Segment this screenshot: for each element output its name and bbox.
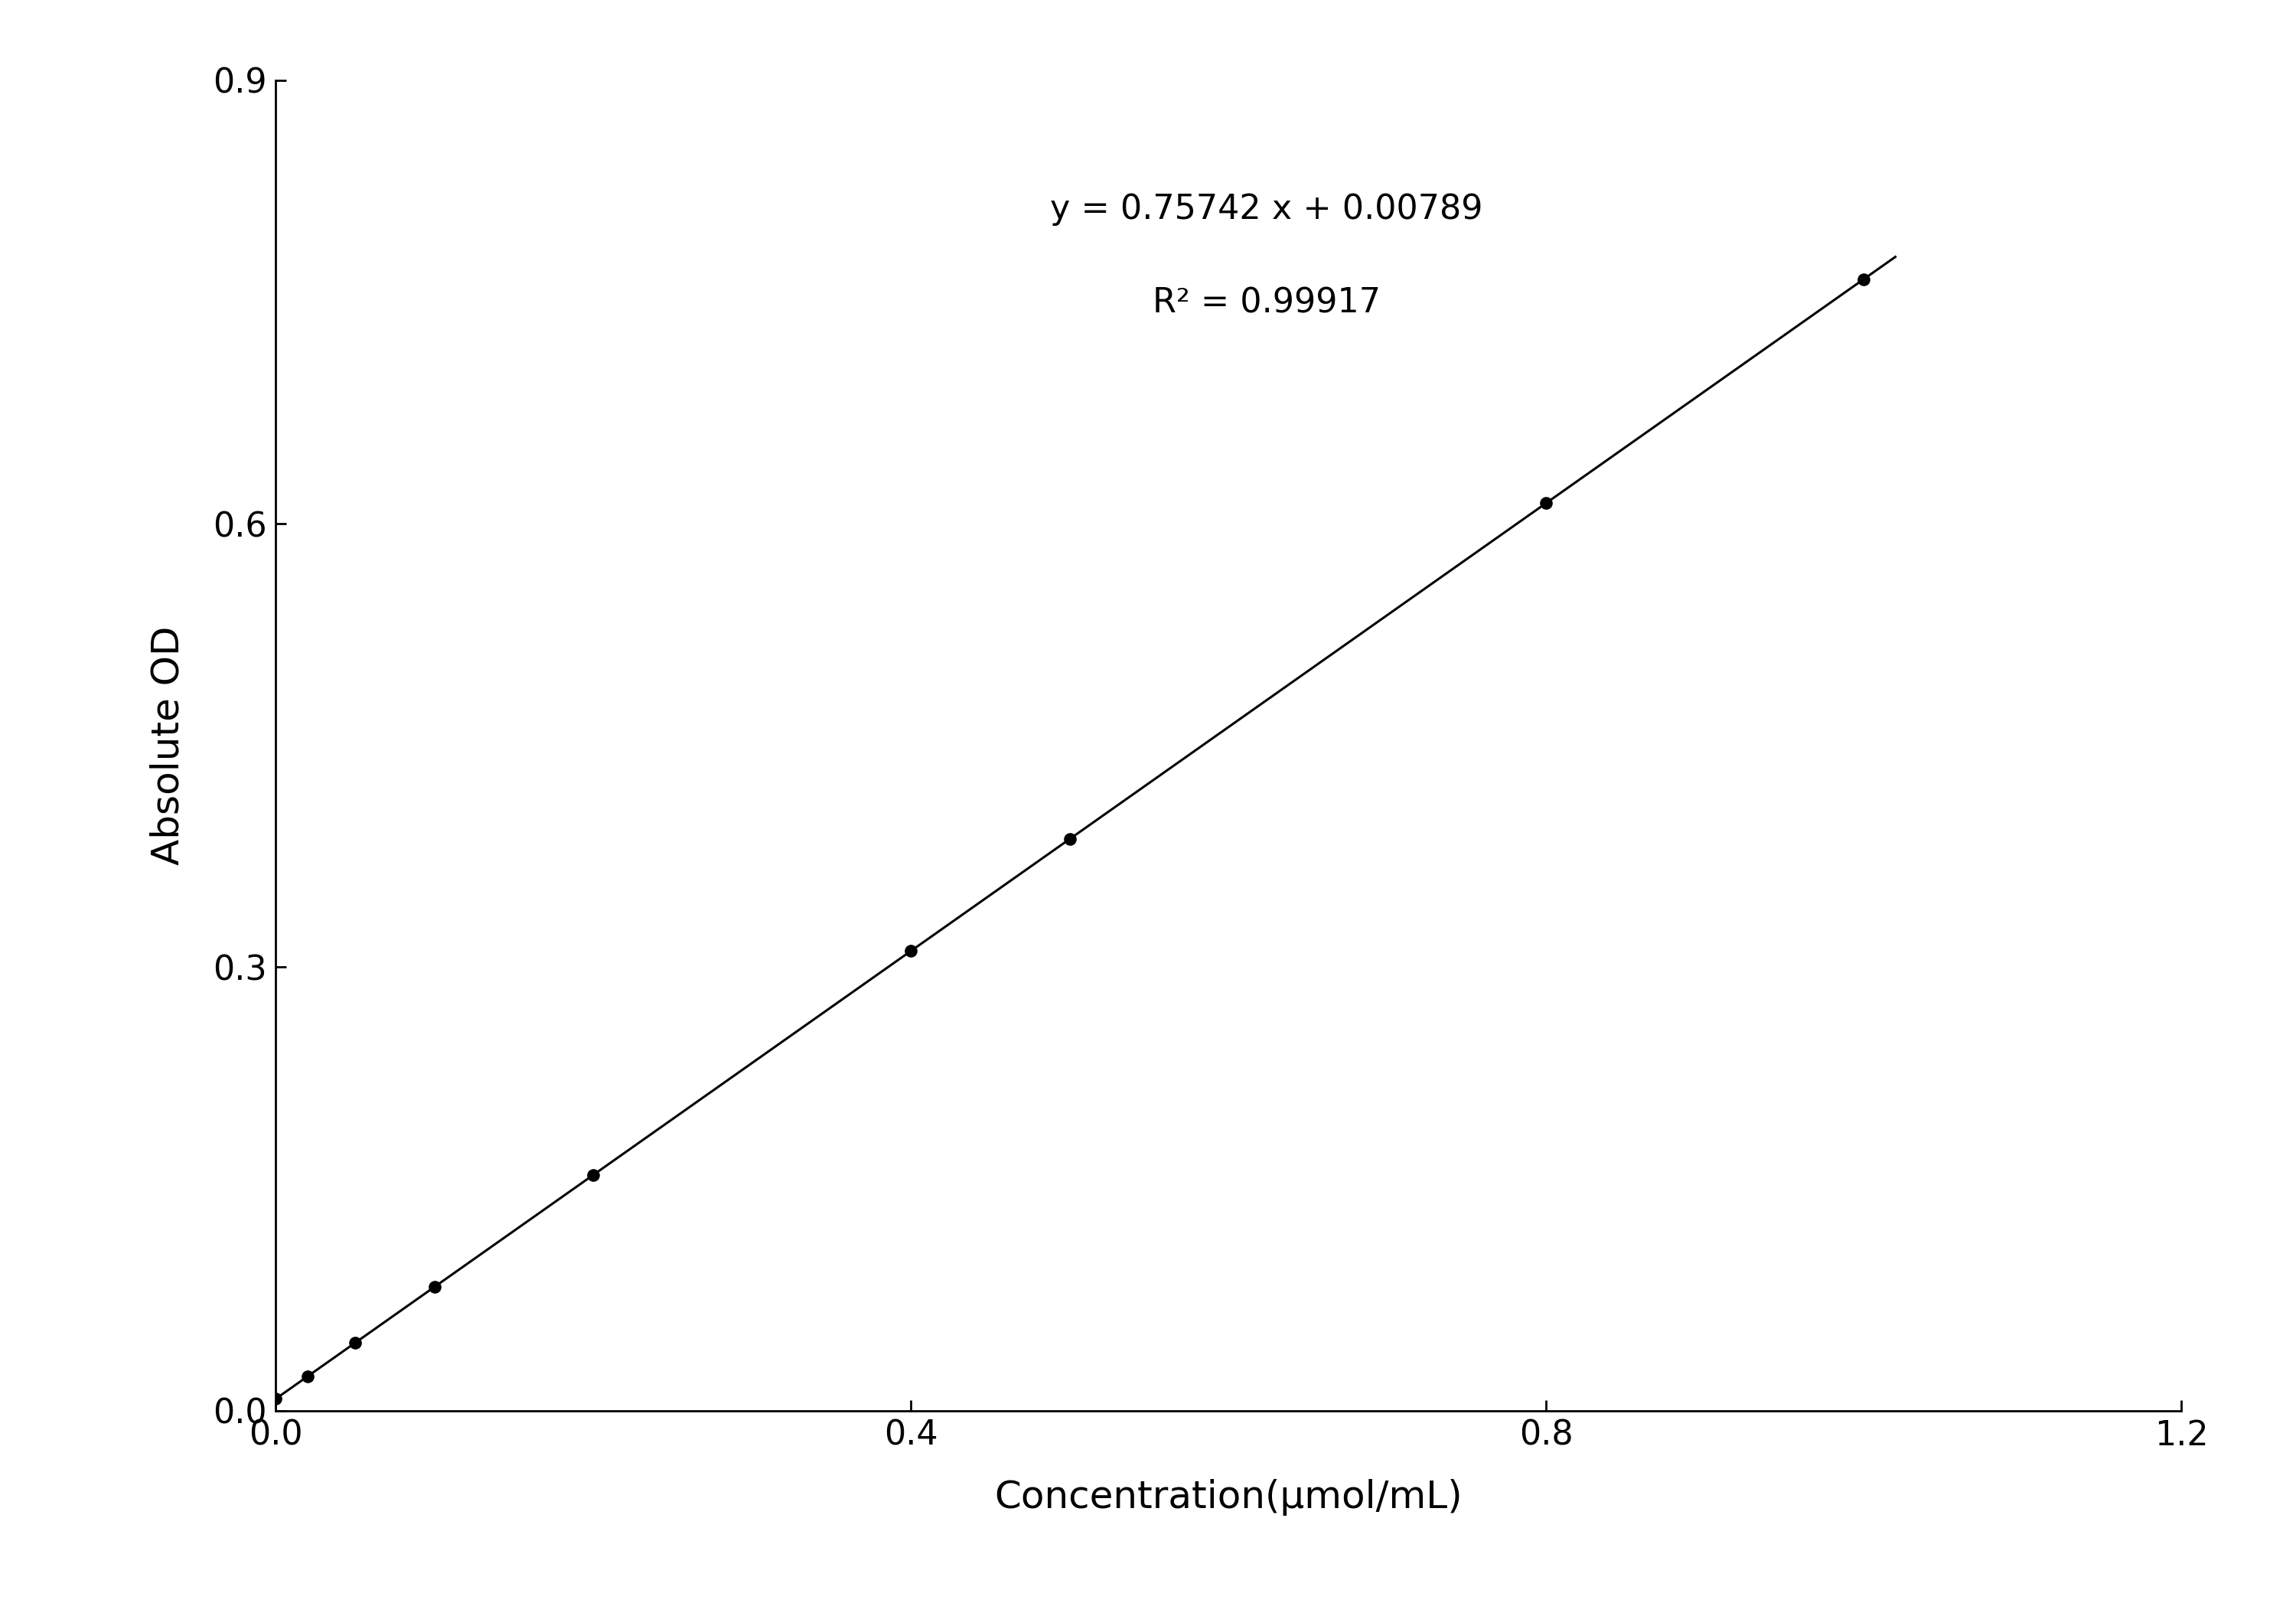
X-axis label: Concentration(μmol/mL): Concentration(μmol/mL): [994, 1478, 1463, 1515]
Text: R² = 0.99917: R² = 0.99917: [1153, 287, 1380, 319]
Point: [257, 1387, 294, 1412]
Point: [289, 1364, 326, 1390]
Point: [1527, 491, 1564, 516]
Point: [416, 1274, 452, 1300]
Text: y = 0.75742 x + 0.00789: y = 0.75742 x + 0.00789: [1049, 194, 1483, 226]
Y-axis label: Absolute OD: Absolute OD: [149, 625, 186, 866]
Point: [574, 1162, 611, 1188]
Point: [1052, 826, 1088, 851]
Point: [893, 938, 930, 963]
Point: [338, 1330, 374, 1356]
Point: [1846, 266, 1883, 292]
